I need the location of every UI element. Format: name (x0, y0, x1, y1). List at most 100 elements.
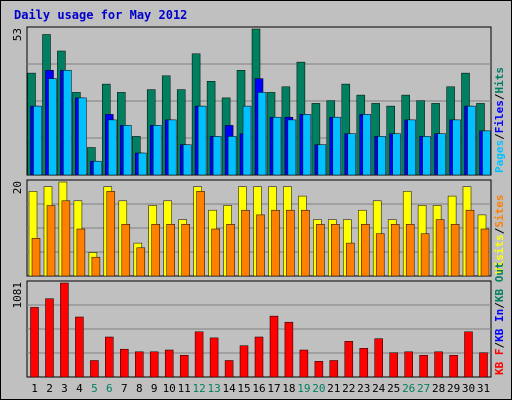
bar-pages-22 (347, 133, 357, 176)
bar-pages-24 (377, 136, 386, 176)
bar-sites-7 (121, 224, 131, 277)
x-tick-label-11: 11 (178, 382, 191, 395)
bar-sites-2 (46, 205, 56, 277)
legend-item: / (493, 342, 506, 349)
bar-sites-21 (331, 224, 340, 277)
bar-kb-f-10 (164, 349, 174, 378)
panel-bottom-max-label: 1081 (11, 282, 24, 309)
bar-pages-25 (392, 133, 401, 176)
legend-item: KB Out (493, 262, 506, 302)
bar-sites-22 (346, 242, 355, 277)
bar-kb-f-16 (254, 336, 264, 378)
bar-sites-31 (480, 228, 490, 277)
legend-item: Pages (493, 140, 506, 173)
x-tick-label-15: 15 (237, 382, 250, 395)
x-tick-label-2: 2 (46, 382, 53, 395)
x-tick-label-29: 29 (447, 382, 460, 395)
legend-item: Hits (493, 67, 506, 94)
panel-top-max-label: 53 (11, 28, 24, 41)
legend-item: / (493, 227, 506, 234)
bar-kb-f-23 (359, 348, 369, 378)
bar-pages-15 (242, 105, 252, 176)
bar-sites-15 (241, 209, 250, 277)
bar-sites-20 (316, 224, 325, 277)
bar-pages-8 (138, 152, 147, 176)
bar-kb-f-15 (239, 345, 249, 378)
x-tick-label-24: 24 (372, 382, 386, 395)
bar-kb-f-9 (149, 351, 159, 378)
legend-item: / (493, 302, 506, 309)
bar-sites-4 (76, 228, 86, 277)
bar-pages-14 (227, 136, 237, 176)
bar-kb-f-1 (30, 307, 39, 378)
bar-sites-9 (151, 224, 160, 277)
bar-pages-31 (482, 130, 491, 176)
x-tick-label-8: 8 (136, 382, 143, 395)
bar-pages-1 (33, 105, 42, 176)
x-tick-label-9: 9 (151, 382, 158, 395)
bar-kb-f-19 (299, 349, 309, 378)
bar-sites-24 (375, 233, 385, 277)
bar-sites-23 (361, 224, 370, 277)
x-tick-label-4: 4 (76, 382, 83, 395)
panel-bottom-legend: KB F/KB In/KB Out (493, 262, 506, 375)
x-tick-label-26: 26 (402, 382, 415, 395)
bar-pages-28 (437, 133, 446, 176)
x-tick-label-1: 1 (31, 382, 38, 395)
bar-kb-f-17 (269, 315, 279, 378)
bar-pages-6 (108, 119, 117, 176)
bar-kb-f-18 (284, 321, 294, 378)
x-tick-label-21: 21 (327, 382, 340, 395)
legend-item: Files (493, 100, 506, 133)
bar-kb-f-11 (179, 355, 189, 378)
bar-kb-f-7 (120, 348, 129, 378)
bar-kb-f-14 (224, 360, 234, 378)
panel-middle-max-label: 20 (11, 181, 24, 194)
x-tick-label-3: 3 (61, 382, 68, 395)
bar-pages-30 (467, 105, 476, 176)
bar-kb-f-26 (404, 351, 413, 378)
bar-sites-14 (226, 224, 235, 277)
bar-sites-27 (420, 233, 430, 277)
bar-kb-f-27 (419, 355, 428, 378)
bar-sites-1 (31, 238, 41, 277)
x-tick-label-28: 28 (432, 382, 445, 395)
x-tick-label-12: 12 (192, 382, 205, 395)
bar-sites-6 (106, 191, 116, 277)
x-tick-label-22: 22 (342, 382, 355, 395)
bar-pages-29 (452, 119, 461, 176)
bar-sites-28 (435, 219, 445, 277)
bar-sites-13 (211, 228, 220, 277)
bar-kb-f-3 (60, 282, 69, 378)
bar-kb-f-20 (314, 361, 324, 378)
bar-pages-12 (197, 105, 207, 176)
bar-pages-21 (332, 116, 342, 176)
x-tick-label-13: 13 (207, 382, 220, 395)
x-axis-labels: 1 2 3 4 5 6 7 8 9 10 11 12 13 14 15 16 17 18 19 20 21 22 23 24 2… (31, 382, 490, 395)
chart-title: Daily usage for May 2012 (14, 8, 187, 22)
x-tick-label-7: 7 (121, 382, 128, 395)
bar-pages-17 (272, 116, 282, 176)
bar-kb-f-12 (194, 331, 204, 378)
legend-item: Sites (493, 195, 506, 228)
bar-sites-5 (91, 256, 101, 277)
bar-kb-f-30 (464, 331, 473, 378)
bar-kb-f-25 (389, 352, 398, 378)
legend-item: / (493, 133, 506, 140)
bar-kb-f-6 (105, 336, 114, 378)
bar-pages-13 (212, 136, 222, 176)
x-tick-label-31: 31 (477, 382, 490, 395)
x-tick-label-5: 5 (91, 382, 98, 395)
legend-item: KB In (493, 309, 506, 342)
bar-pages-23 (362, 114, 372, 176)
panel-top-legend: Pages/Files/Hits (493, 67, 506, 173)
bar-pages-16 (257, 92, 267, 176)
bar-sites-10 (166, 224, 175, 277)
bar-pages-27 (422, 136, 431, 176)
bar-sites-29 (450, 224, 460, 277)
bar-kb-f-8 (135, 351, 144, 378)
bar-pages-3 (63, 70, 72, 176)
panel-middle: 20 Visits/Sites (11, 179, 506, 277)
